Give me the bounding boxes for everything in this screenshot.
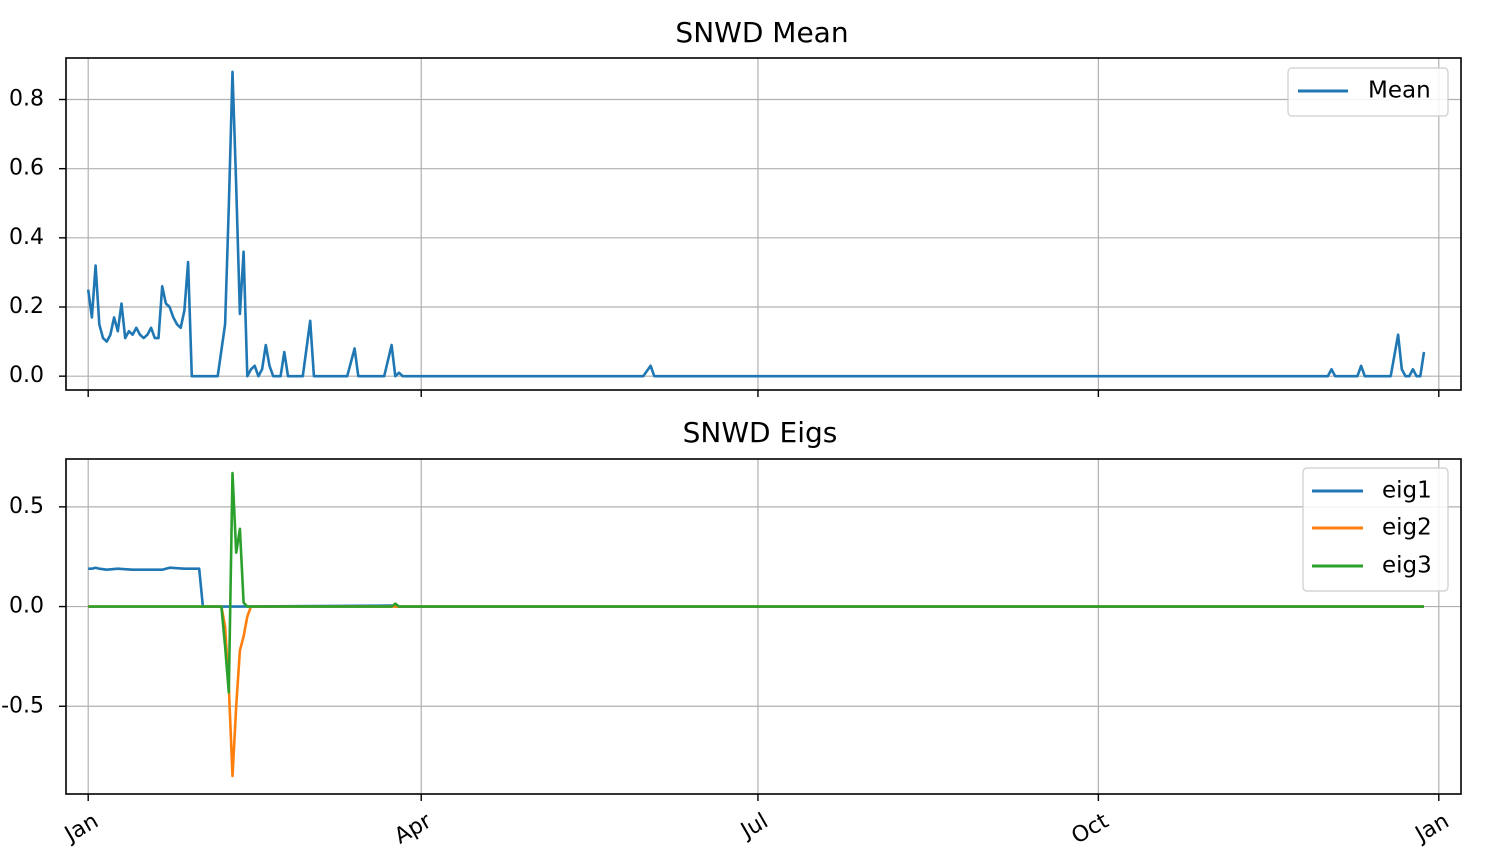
eig3-legend-label: eig3: [1382, 553, 1432, 579]
mean-legend-box: [1287, 67, 1449, 117]
mean-subplot: SNWD Mean 0.0 0.2 0.4 0.6 0.8 Mean: [9, 16, 1462, 397]
mean-y-tick-label: 0.2: [9, 294, 44, 319]
series-line-eig3: [88, 471, 1424, 694]
eigs-y-tick-label: 0.0: [9, 594, 44, 619]
mean-y-tick-label: 0.6: [9, 156, 44, 181]
mean-y-tick-label: 0.4: [9, 225, 44, 250]
eigs-y-tick-label: 0.5: [9, 494, 44, 519]
eigs-y-tick-label: -0.5: [1, 693, 44, 718]
mean-chart-title: SNWD Mean: [675, 16, 848, 49]
eigs-legend-box: [1302, 467, 1449, 592]
mean-legend: Mean: [1287, 67, 1449, 117]
eigs-y-ticks: 0.5 0.0 -0.5: [1, 494, 44, 718]
mean-plot-frame: [65, 57, 1462, 391]
mean-legend-label: Mean: [1368, 78, 1431, 104]
mean-series-lines: [86, 70, 1426, 378]
eig1-legend-label: eig1: [1382, 478, 1432, 504]
eigs-series-lines: [88, 471, 1424, 778]
eigs-chart-title: SNWD Eigs: [683, 416, 838, 449]
series-line-mean: [86, 70, 1426, 378]
mean-y-tick-label: 0.8: [9, 87, 44, 112]
eigs-legend: eig1 eig2 eig3: [1302, 467, 1449, 592]
eig2-legend-label: eig2: [1382, 515, 1432, 541]
mean-y-ticks: 0.0 0.2 0.4 0.6 0.8: [9, 87, 44, 389]
eigs-plot-frame: [65, 458, 1462, 795]
mean-y-tick-label: 0.0: [9, 363, 44, 388]
